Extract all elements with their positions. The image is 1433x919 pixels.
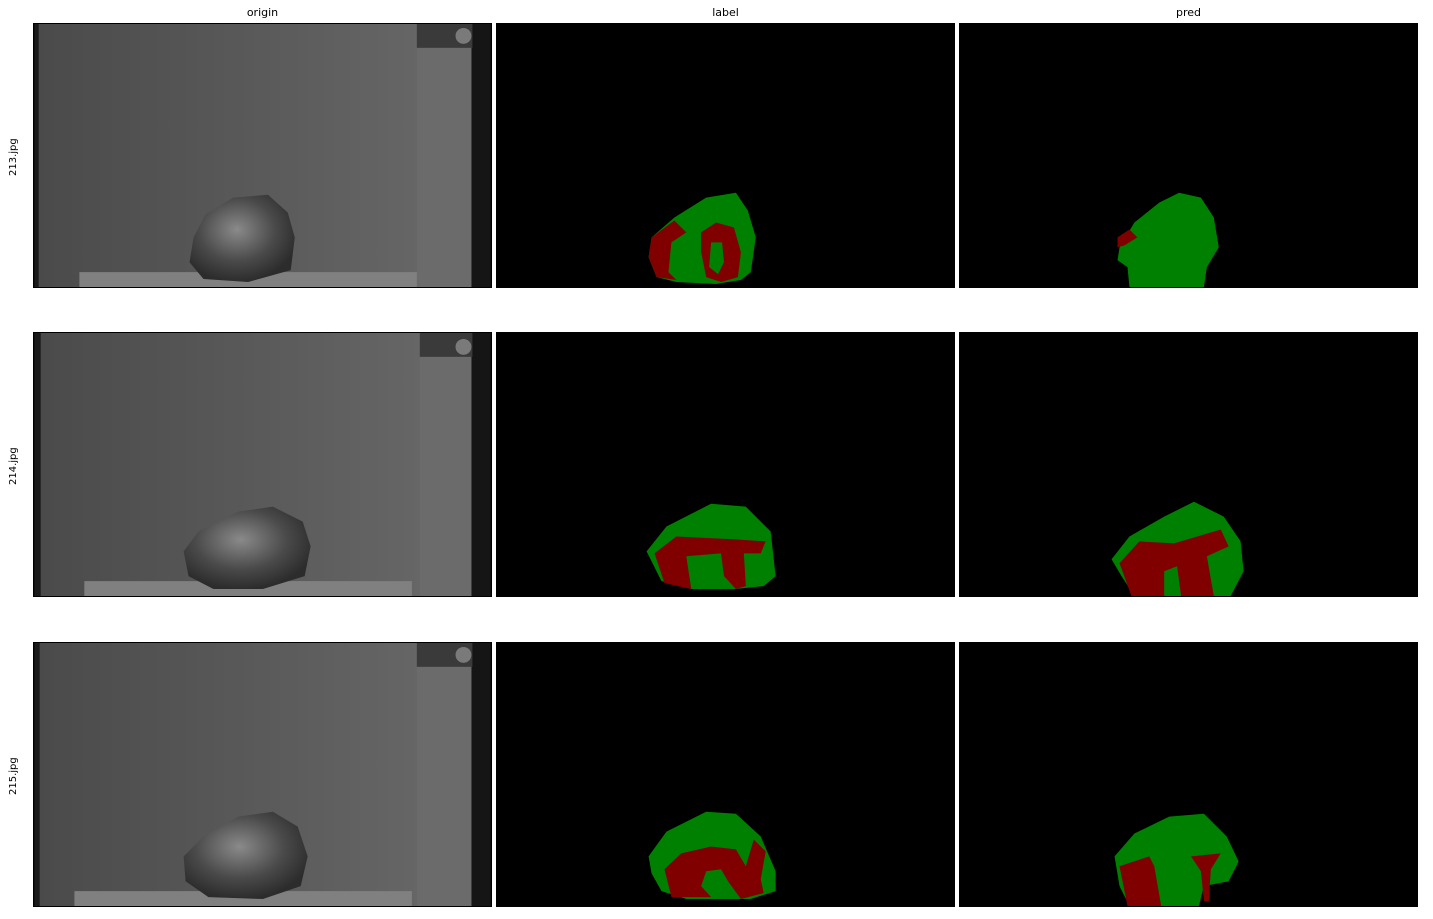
- row-label-213: 213.jpg: [8, 138, 19, 176]
- label-mask-214: [496, 332, 955, 597]
- label-mask-215: [496, 642, 955, 907]
- pred-mask-215: [959, 642, 1418, 907]
- row-label-215: 215.jpg: [8, 757, 19, 795]
- column-title-pred: pred: [1175, 6, 1201, 19]
- origin-image-214: [33, 332, 492, 597]
- origin-image-215: [33, 642, 492, 907]
- pred-mask-213: [959, 23, 1418, 288]
- column-title-label: label: [712, 6, 739, 19]
- column-title-origin: origin: [246, 6, 279, 19]
- label-mask-213: [496, 23, 955, 288]
- origin-image-213: [33, 23, 492, 288]
- row-label-214: 214.jpg: [8, 447, 19, 485]
- pred-mask-214: [959, 332, 1418, 597]
